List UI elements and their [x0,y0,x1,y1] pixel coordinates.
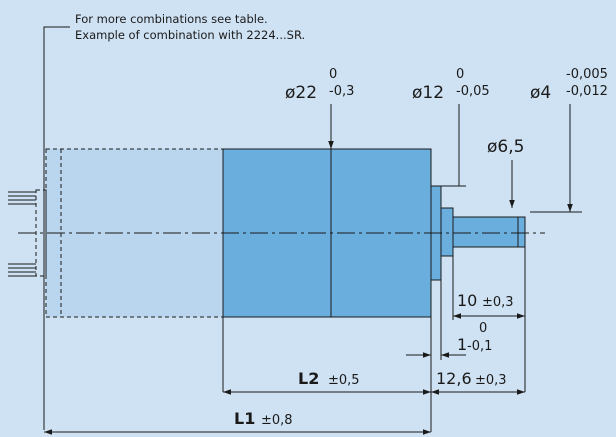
dim-d4-label: ø4 [530,83,551,103]
dim-d22-label: ø22 [285,83,317,103]
dim-d6-5-label: ø6,5 [487,137,524,157]
dim-L1-name: L1 [234,409,255,428]
dim-10-value: 10 [457,291,477,310]
dim-1-value: 1 [457,335,467,354]
dim-d12-label: ø12 [412,83,444,103]
dim-d22-lower: -0,3 [329,84,354,99]
motor-wires [8,191,36,277]
dim-L1-tol: ±0,8 [261,413,293,428]
dim-10-tol: ±0,3 [482,295,514,310]
dim-d12-upper: 0 [456,67,464,82]
dim-12-6-tol: ±0,3 [475,373,507,388]
shaft-chamfer [517,216,526,248]
output-shaft [452,216,526,248]
dim-L2-tol: ±0,5 [328,373,360,388]
note-line-2: Example of combination with 2224...SR. [75,28,306,42]
dim-d12-lower: -0,05 [456,84,490,99]
dim-d4-lower: -0,012 [566,84,608,99]
note-line-1: For more combinations see table. [75,12,268,26]
dim-1-lower: -0,1 [467,339,492,354]
dim-12-6-value: 12,6 [436,369,472,388]
extension-lines [222,247,526,432]
drawing-note: For more combinations see table. Example… [75,11,305,43]
dim-d22-upper: 0 [329,67,337,82]
dim-L2-name: L2 [298,369,319,388]
gearhead-hub [440,207,454,257]
note-leader [43,26,70,430]
dim-1-upper: 0 [479,321,487,336]
dim-d4-upper: -0,005 [566,67,608,82]
